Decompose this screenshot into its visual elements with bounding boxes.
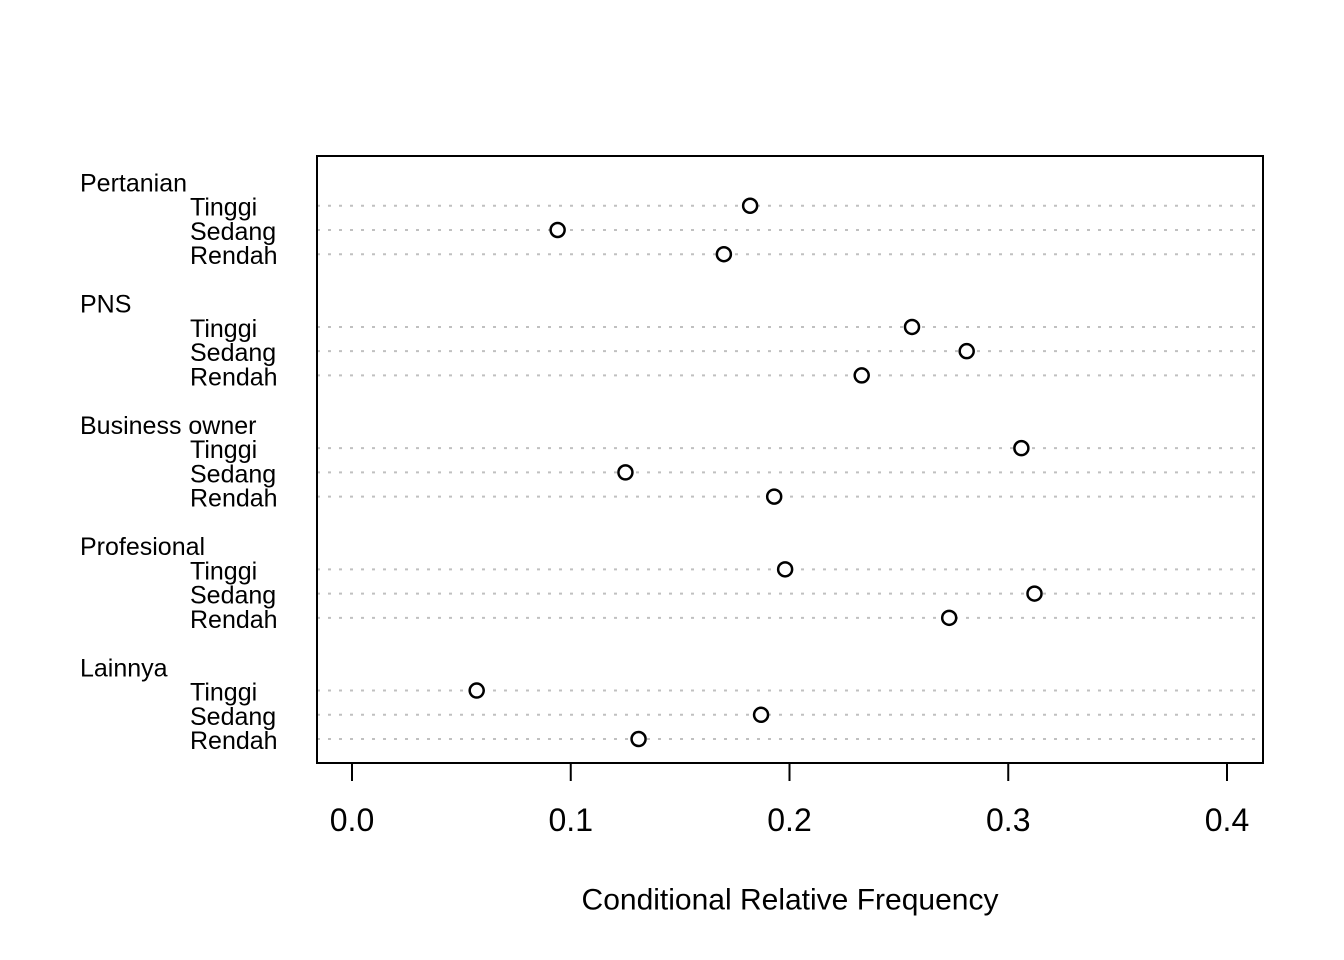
data-points-layer [468, 197, 1043, 748]
data-point [715, 245, 733, 263]
x-axis-tick-label: 0.1 [549, 802, 593, 838]
data-point [468, 682, 485, 699]
x-axis-tick-label: 0.4 [1205, 802, 1249, 838]
row-label: Rendah [190, 606, 278, 634]
group-label: Profesional [80, 533, 205, 561]
row-label: Sedang [190, 582, 276, 610]
group-label: Business owner [80, 412, 256, 440]
group-label: Pertanian [80, 170, 187, 198]
data-point [903, 318, 921, 336]
data-point [549, 221, 566, 239]
data-point [741, 197, 759, 214]
x-axis-title: Conditional Relative Frequency [582, 884, 999, 917]
data-point [940, 609, 958, 627]
data-point [853, 367, 870, 384]
row-label: Tinggi [190, 194, 257, 222]
data-point [1013, 439, 1030, 457]
row-label: Tinggi [190, 315, 257, 343]
row-label: Rendah [190, 242, 278, 270]
plot-frame [316, 155, 1264, 764]
group-label: PNS [80, 291, 131, 319]
x-axis-tick-label: 0.3 [986, 802, 1030, 838]
row-label: Tinggi [190, 436, 257, 464]
row-label: Rendah [190, 363, 278, 391]
gridlines-layer [317, 204, 1263, 741]
row-labels-layer: PertanianTinggiSedangRendahPNSTinggiSeda… [80, 170, 278, 756]
data-point [630, 730, 647, 748]
row-label: Sedang [190, 218, 276, 246]
x-axis-tick-label: 0.0 [330, 802, 374, 838]
row-label: Rendah [190, 485, 278, 513]
row-label: Sedang [190, 460, 276, 488]
row-label: Rendah [190, 727, 278, 755]
row-label: Sedang [190, 703, 276, 731]
row-label: Sedang [190, 339, 276, 367]
data-point [617, 464, 634, 481]
x-axis-tick-label: 0.2 [767, 802, 811, 838]
x-axis-ticks-layer: 0.0 0.1 0.2 0.3 0.4 [330, 763, 1249, 838]
data-point [1026, 585, 1043, 602]
data-point [776, 561, 794, 578]
group-label: Lainnya [80, 654, 168, 682]
data-point [765, 488, 783, 505]
row-label: Tinggi [190, 679, 257, 707]
data-point [958, 342, 975, 360]
data-point [752, 706, 770, 724]
row-label: Tinggi [190, 557, 257, 585]
